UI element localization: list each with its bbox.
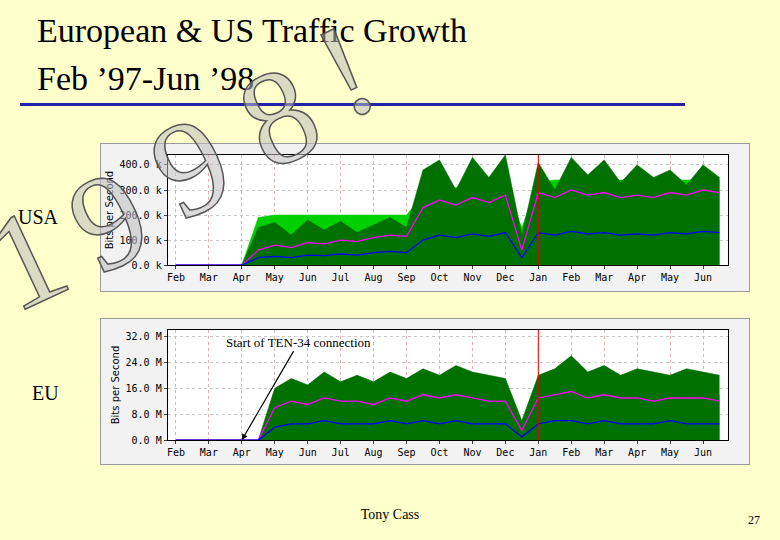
svg-text:Jun: Jun [299,272,317,283]
svg-text:9: 9 [47,139,171,303]
svg-text:9: 9 [129,85,253,249]
svg-text:Dec: Dec [496,447,514,458]
svg-text:Sep: Sep [398,447,416,458]
svg-text:0.0 M: 0.0 M [132,435,162,446]
svg-text:Jun: Jun [694,447,712,458]
svg-text:May: May [661,447,679,458]
svg-text:Feb: Feb [562,272,580,283]
svg-text:Apr: Apr [233,447,251,458]
svg-text:8.0 M: 8.0 M [132,409,162,420]
svg-text:Apr: Apr [628,447,646,458]
svg-text:Bits per Second: Bits per Second [104,171,115,250]
svg-text:Jan: Jan [529,272,547,283]
svg-text:May: May [266,447,284,458]
svg-text:Jul: Jul [332,272,350,283]
svg-text:May: May [661,272,679,283]
svg-text:24.0 M: 24.0 M [126,357,162,368]
svg-text:100.0 k: 100.0 k [120,235,162,246]
svg-text:Start of TEN-34 connection: Start of TEN-34 connection [226,335,371,350]
svg-text:Apr: Apr [233,272,251,283]
svg-text:Dec: Dec [496,272,514,283]
svg-text:Jan: Jan [529,447,547,458]
svg-text:Mar: Mar [200,447,218,458]
svg-text:Aug: Aug [365,272,383,283]
svg-text:0.0 k: 0.0 k [132,260,162,271]
svg-text:Mar: Mar [595,447,613,458]
svg-text:400.0 k: 400.0 k [120,159,162,170]
svg-text:Oct: Oct [430,272,448,283]
svg-text:!: ! [294,0,398,148]
svg-text:32.0 M: 32.0 M [126,331,162,342]
svg-text:Nov: Nov [463,447,481,458]
svg-text:Feb: Feb [167,272,185,283]
svg-text:Sep: Sep [398,272,416,283]
svg-text:Apr: Apr [628,272,646,283]
svg-text:Feb: Feb [167,447,185,458]
svg-text:Jul: Jul [332,447,350,458]
svg-text:Oct: Oct [430,447,448,458]
svg-text:Bits per Second: Bits per Second [110,346,121,425]
svg-text:Nov: Nov [463,272,481,283]
svg-text:Aug: Aug [365,447,383,458]
svg-text:8: 8 [217,35,341,199]
svg-text:16.0 M: 16.0 M [126,383,162,394]
svg-text:300.0 k: 300.0 k [120,185,162,196]
svg-text:Jun: Jun [694,272,712,283]
svg-text:Jun: Jun [299,447,317,458]
svg-text:1: 1 [0,177,88,341]
svg-text:Feb: Feb [562,447,580,458]
svg-text:Mar: Mar [595,272,613,283]
svg-text:200.0 k: 200.0 k [120,210,162,221]
svg-text:May: May [266,272,284,283]
svg-text:Mar: Mar [200,272,218,283]
